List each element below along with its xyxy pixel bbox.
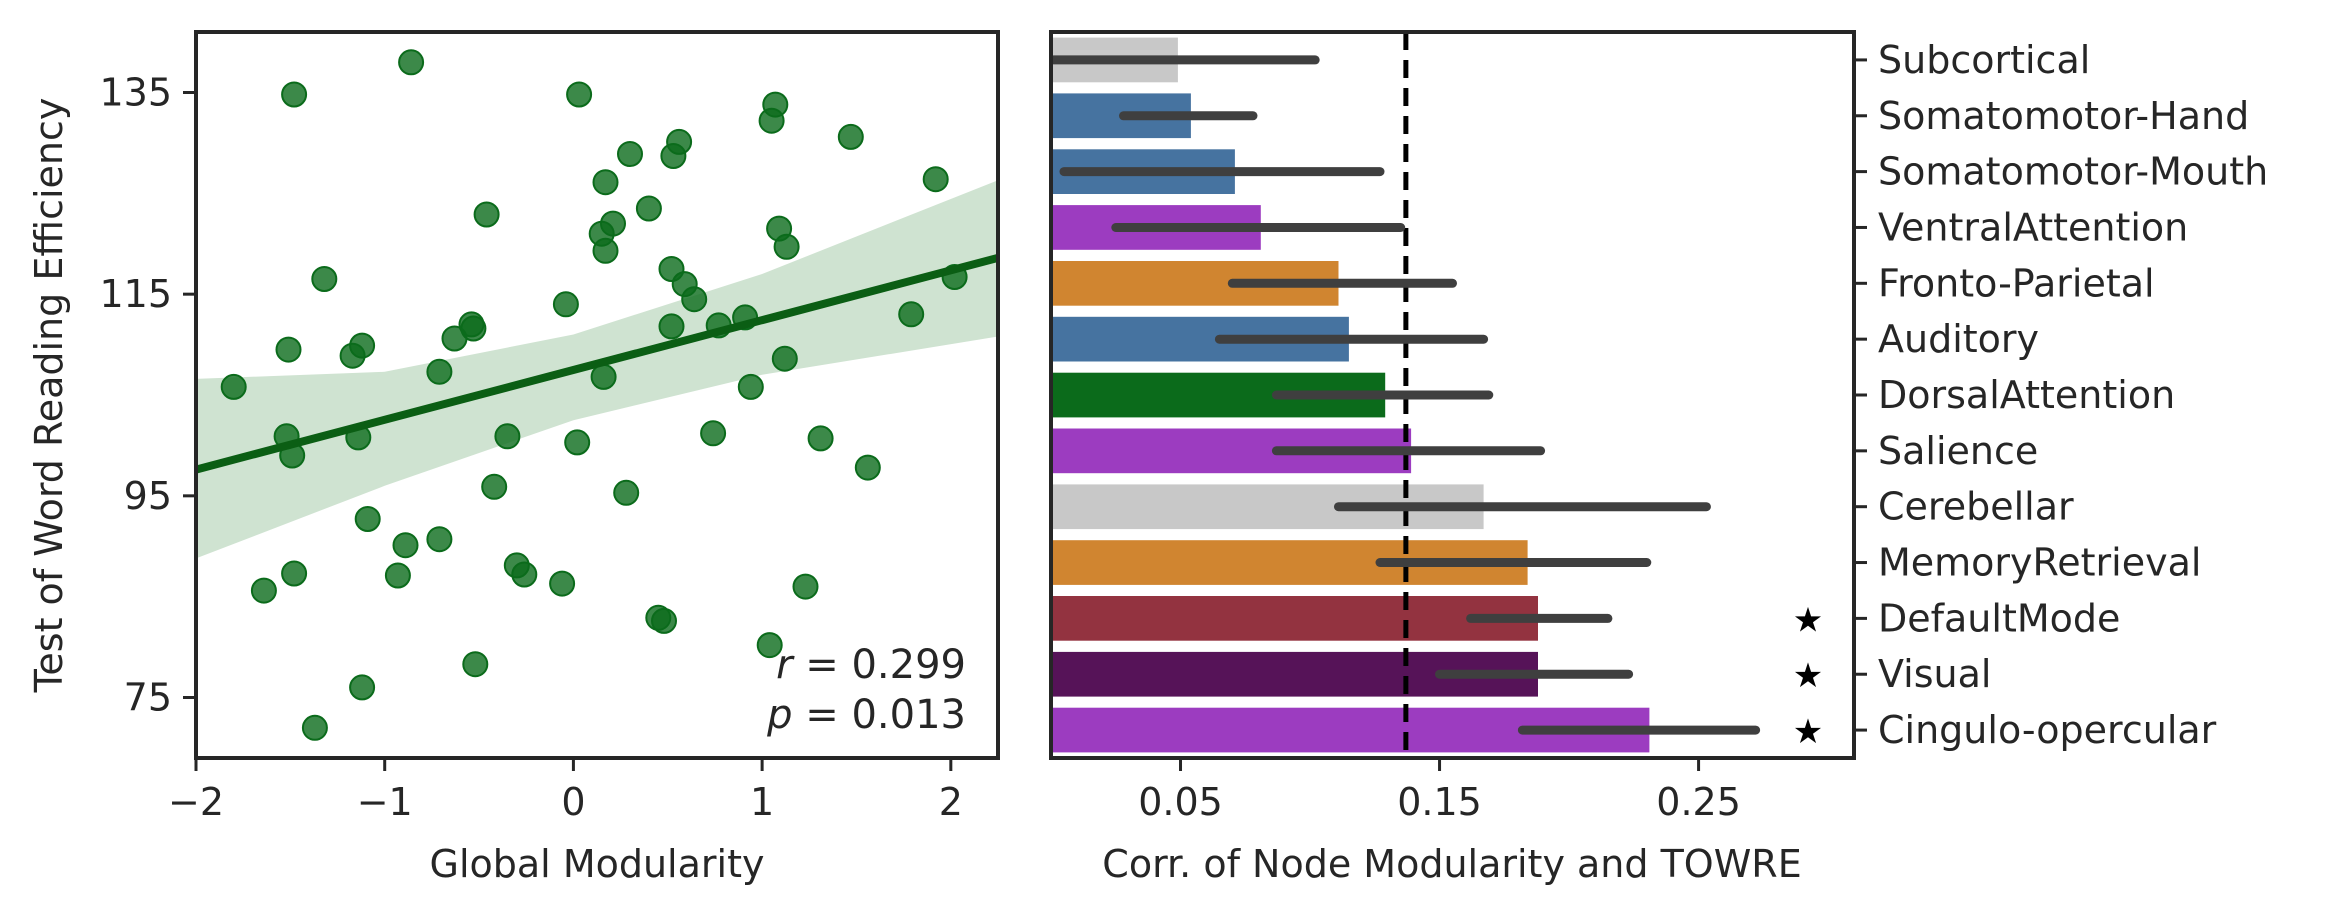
scatter-point bbox=[349, 332, 376, 359]
significance-star: ★ bbox=[1793, 600, 1823, 640]
stat-p: p = 0.013 bbox=[766, 692, 966, 738]
bar-x-axis-label: Corr. of Node Modularity and TOWRE bbox=[1102, 842, 1801, 886]
category-label: DefaultMode bbox=[1878, 596, 2120, 640]
scatter-point bbox=[481, 473, 508, 500]
scatter-point bbox=[592, 169, 619, 196]
scatter-point bbox=[349, 674, 376, 701]
x-tick-label: 0.05 bbox=[1138, 780, 1223, 824]
scatter-point bbox=[773, 233, 800, 260]
x-tick-label: −1 bbox=[357, 780, 413, 824]
scatter-point bbox=[681, 286, 708, 313]
scatter-y-ticks: 75 95 115 135 bbox=[99, 71, 196, 720]
scatter-x-ticks: −2 −1 0 1 2 bbox=[168, 758, 963, 824]
scatter-point bbox=[301, 714, 328, 741]
scatter-point bbox=[635, 195, 662, 222]
regression-line bbox=[196, 253, 998, 474]
scatter-point bbox=[494, 423, 521, 450]
scatter-point bbox=[613, 479, 640, 506]
scatter-point bbox=[511, 561, 538, 588]
x-tick-label: −2 bbox=[168, 780, 224, 824]
scatter-point bbox=[837, 123, 864, 150]
bar-category-ticks: Subcortical Somatomotor-Hand Somatomotor-M… bbox=[1854, 38, 2268, 752]
category-label: MemoryRetrieval bbox=[1878, 541, 2201, 585]
scatter-point bbox=[807, 425, 834, 452]
scatter-point bbox=[922, 166, 949, 193]
scatter-point bbox=[592, 237, 619, 264]
scatter-point bbox=[354, 506, 381, 532]
category-label: Cerebellar bbox=[1878, 485, 2074, 529]
scatter-point bbox=[281, 81, 308, 108]
y-tick-label: 95 bbox=[124, 474, 172, 518]
scatter-panel: −2 −1 0 1 2 75 95 115 135 Global Modularity Tes… bbox=[27, 30, 1000, 886]
scatter-point bbox=[552, 291, 579, 318]
scatter-point bbox=[250, 577, 277, 604]
scatter-point bbox=[473, 201, 500, 228]
stat-r-symbol: r bbox=[776, 642, 795, 688]
category-label: Subcortical bbox=[1878, 38, 2090, 82]
scatter-point bbox=[792, 573, 819, 600]
scatter-point bbox=[660, 143, 687, 169]
scatter-point bbox=[564, 429, 591, 456]
scatter-point bbox=[462, 651, 489, 678]
x-tick-label: 1 bbox=[750, 780, 774, 824]
category-label: Visual bbox=[1878, 652, 1991, 696]
scatter-point bbox=[220, 373, 247, 400]
category-label: DorsalAttention bbox=[1878, 373, 2175, 417]
category-label: Auditory bbox=[1878, 317, 2039, 361]
scatter-point bbox=[854, 454, 881, 481]
bar-panel: ★ ★ ★ 0.05 0.15 0.25 Subcortical Somatomotor-… bbox=[1049, 30, 2268, 886]
scatter-point bbox=[617, 141, 643, 167]
scatter-point bbox=[737, 373, 764, 400]
stat-r-value: = 0.299 bbox=[793, 642, 966, 688]
significance-star: ★ bbox=[1793, 656, 1823, 696]
x-tick-label: 0 bbox=[561, 780, 585, 824]
scatter-point bbox=[566, 81, 593, 108]
scatter-point bbox=[549, 570, 576, 597]
scatter-point bbox=[392, 532, 419, 559]
stat-r: r = 0.299 bbox=[776, 642, 966, 688]
category-label: Somatomotor-Mouth bbox=[1878, 150, 2268, 194]
scatter-point bbox=[384, 562, 411, 589]
category-label: Salience bbox=[1878, 429, 2038, 473]
scatter-point bbox=[658, 313, 685, 340]
stat-p-symbol: p bbox=[766, 692, 792, 738]
scatter-point bbox=[426, 526, 453, 553]
stat-p-value: = 0.013 bbox=[793, 692, 966, 738]
x-tick-label: 2 bbox=[939, 780, 963, 824]
scatter-point bbox=[441, 325, 468, 352]
scatter-point bbox=[281, 560, 308, 587]
scatter-point bbox=[758, 107, 785, 134]
category-label: Somatomotor-Hand bbox=[1878, 94, 2249, 138]
x-tick-label: 0.25 bbox=[1656, 780, 1741, 824]
bar bbox=[1051, 596, 1538, 641]
scatter-point bbox=[426, 358, 453, 385]
scatter-point bbox=[898, 301, 925, 328]
x-tick-label: 0.15 bbox=[1397, 780, 1482, 824]
significance-star: ★ bbox=[1793, 712, 1823, 752]
y-tick-label: 75 bbox=[124, 676, 172, 720]
category-label: VentralAttention bbox=[1878, 205, 2188, 249]
scatter-x-axis-label: Global Modularity bbox=[430, 842, 765, 886]
scatter-point bbox=[771, 345, 798, 372]
scatter-point bbox=[311, 266, 338, 292]
scatter-point bbox=[700, 420, 727, 447]
error-bars bbox=[1051, 55, 1761, 735]
scatter-y-axis-label: Test of Word Reading Efficiency bbox=[27, 98, 71, 694]
category-label: Cingulo-opercular bbox=[1878, 708, 2217, 752]
scatter-point bbox=[756, 632, 783, 659]
scatter-point bbox=[398, 49, 425, 76]
scatter-point bbox=[590, 363, 617, 390]
scatter-point bbox=[651, 607, 677, 634]
scatter-axes-frame bbox=[194, 30, 1000, 760]
scatter-point bbox=[275, 336, 302, 363]
category-label: Fronto-Parietal bbox=[1878, 261, 2155, 305]
y-tick-label: 115 bbox=[99, 272, 172, 316]
y-tick-label: 135 bbox=[99, 71, 172, 115]
significance-markers: ★ ★ ★ bbox=[1793, 600, 1823, 752]
bar-x-ticks: 0.05 0.15 0.25 bbox=[1138, 758, 1741, 824]
